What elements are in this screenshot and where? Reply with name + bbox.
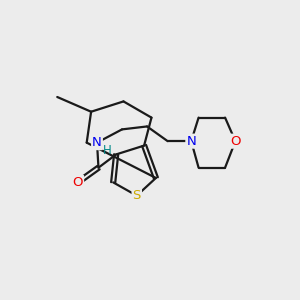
Text: O: O: [230, 135, 241, 148]
Text: N: N: [92, 136, 102, 149]
Text: S: S: [133, 189, 141, 202]
Text: N: N: [186, 135, 196, 148]
Text: H: H: [103, 144, 112, 158]
Text: O: O: [73, 176, 83, 189]
